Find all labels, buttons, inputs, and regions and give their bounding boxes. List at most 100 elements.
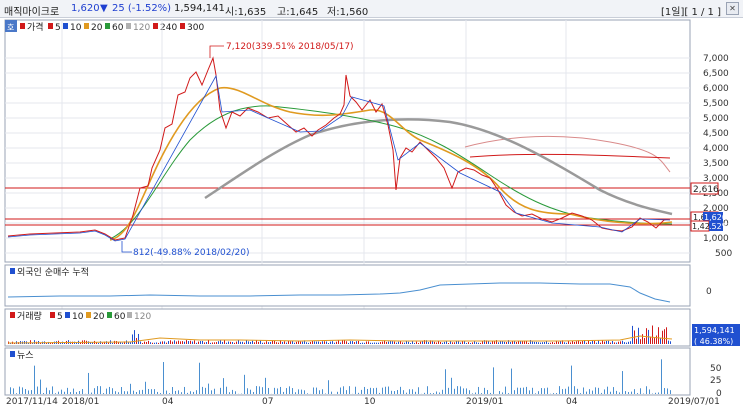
- news-bar: [169, 393, 170, 394]
- badge-icon[interactable]: [5, 20, 17, 32]
- volume-bar: [50, 342, 51, 344]
- news-bar: [214, 388, 215, 394]
- volume-bar: [76, 342, 77, 344]
- volume-bar: [358, 340, 359, 344]
- news-bar: [142, 389, 143, 394]
- price-series: [7, 56, 671, 241]
- news-bar: [46, 387, 47, 394]
- news-bar: [100, 386, 101, 394]
- news-bar: [613, 387, 614, 394]
- volume-bar: [316, 341, 317, 344]
- volume-bar: [424, 340, 425, 344]
- news-bar: [418, 387, 419, 394]
- news-bar: [247, 388, 248, 394]
- volume-bar: [150, 342, 151, 344]
- volume-bar: [560, 341, 561, 344]
- svg-text:2018/01: 2018/01: [62, 397, 99, 406]
- news-bar: [637, 393, 638, 394]
- volume-bar: [248, 341, 249, 344]
- news-bar: [346, 390, 347, 394]
- volume-bar: [204, 342, 205, 344]
- volume-bar: [550, 342, 551, 344]
- volume-bar: [178, 340, 179, 344]
- volume-bar: [576, 341, 577, 344]
- volume-bar: [98, 342, 99, 344]
- tag-2616-box: [690, 182, 719, 195]
- chart-canvas[interactable]: 호 가격 5 10 20 60 120 240 300: [0, 18, 743, 406]
- news-bar: [181, 392, 182, 394]
- stock-name[interactable]: 매직마이크로: [4, 7, 60, 18]
- volume-bar: [552, 342, 553, 344]
- svg-text:10: 10: [364, 397, 376, 406]
- news-bar: [232, 389, 233, 394]
- high-annotation: 7,120(339.51% 2018/05/17): [226, 42, 354, 52]
- news-bar: [61, 389, 62, 394]
- volume-bar: [362, 342, 363, 344]
- volume-bar: [606, 340, 607, 344]
- news-bar: [256, 386, 257, 394]
- volume-bar: [562, 340, 563, 344]
- volume-bar: [520, 341, 521, 344]
- news-bar: [190, 391, 191, 394]
- volume-bar: [232, 342, 233, 344]
- volume-bar: [530, 340, 531, 344]
- svg-text:0: 0: [716, 389, 722, 399]
- svg-text:25: 25: [710, 376, 721, 386]
- news-bar: [472, 393, 473, 394]
- news-bar: [52, 386, 53, 394]
- volume-bar: [464, 341, 465, 344]
- volume-bar: [570, 342, 571, 344]
- volume-bar: [210, 342, 211, 344]
- volume-bar: [186, 340, 187, 344]
- volume-bar: [152, 342, 153, 344]
- volume-bar: [194, 340, 195, 344]
- volume-bar: [486, 340, 487, 344]
- volume-bar: [368, 341, 369, 344]
- low-annotation: 812(-49.88% 2018/02/20): [133, 248, 250, 258]
- volume-bar: [616, 342, 617, 344]
- news-bar: [340, 387, 341, 394]
- volume-bar: [176, 341, 177, 344]
- news-bar: [547, 387, 548, 394]
- svg-text:60: 60: [114, 312, 126, 322]
- volume-bar: [340, 342, 341, 344]
- svg-text:50: 50: [710, 364, 722, 374]
- volume-bar: [220, 340, 221, 344]
- news-bar: [115, 391, 116, 394]
- volume-bar: [330, 341, 331, 344]
- high-marker: [209, 45, 224, 58]
- period-pager[interactable]: [1일][ 1 / 1 ]: [661, 7, 721, 18]
- volume-bar: [436, 342, 437, 344]
- volume-bar: [348, 342, 349, 344]
- news-bar: [244, 374, 245, 394]
- volume-bar: [250, 341, 251, 344]
- volume-bar: [264, 342, 265, 344]
- news-bar: [82, 389, 83, 394]
- close-icon[interactable]: ✕: [726, 2, 739, 15]
- svg-text:5,500: 5,500: [703, 99, 729, 109]
- news-bar: [295, 392, 296, 394]
- news-bar: [388, 386, 389, 394]
- news-bar: [55, 393, 56, 394]
- volume-legend: 거래량 5 10 20 60 120: [10, 310, 151, 322]
- volume-bar: [600, 342, 601, 344]
- volume-bar: [196, 342, 197, 344]
- foreign-legend-swatch: [10, 268, 15, 274]
- news-bar: [343, 386, 344, 394]
- news-bar: [205, 387, 206, 394]
- news-bar: [601, 392, 602, 394]
- ma300-line: [464, 135, 671, 173]
- volume-bar: [548, 342, 549, 344]
- volume-bar: [180, 341, 181, 344]
- news-bar: [22, 387, 23, 394]
- news-bar: [664, 388, 665, 394]
- tag-pct-box: [709, 221, 723, 231]
- news-bar: [457, 386, 458, 394]
- news-bar: [604, 389, 605, 394]
- volume-bar: [380, 342, 381, 344]
- news-bar: [526, 386, 527, 394]
- news-bar: [301, 389, 302, 394]
- open-price: 시:1,635: [225, 7, 267, 18]
- svg-text:120: 120: [134, 312, 151, 322]
- volume-bar: [478, 342, 479, 344]
